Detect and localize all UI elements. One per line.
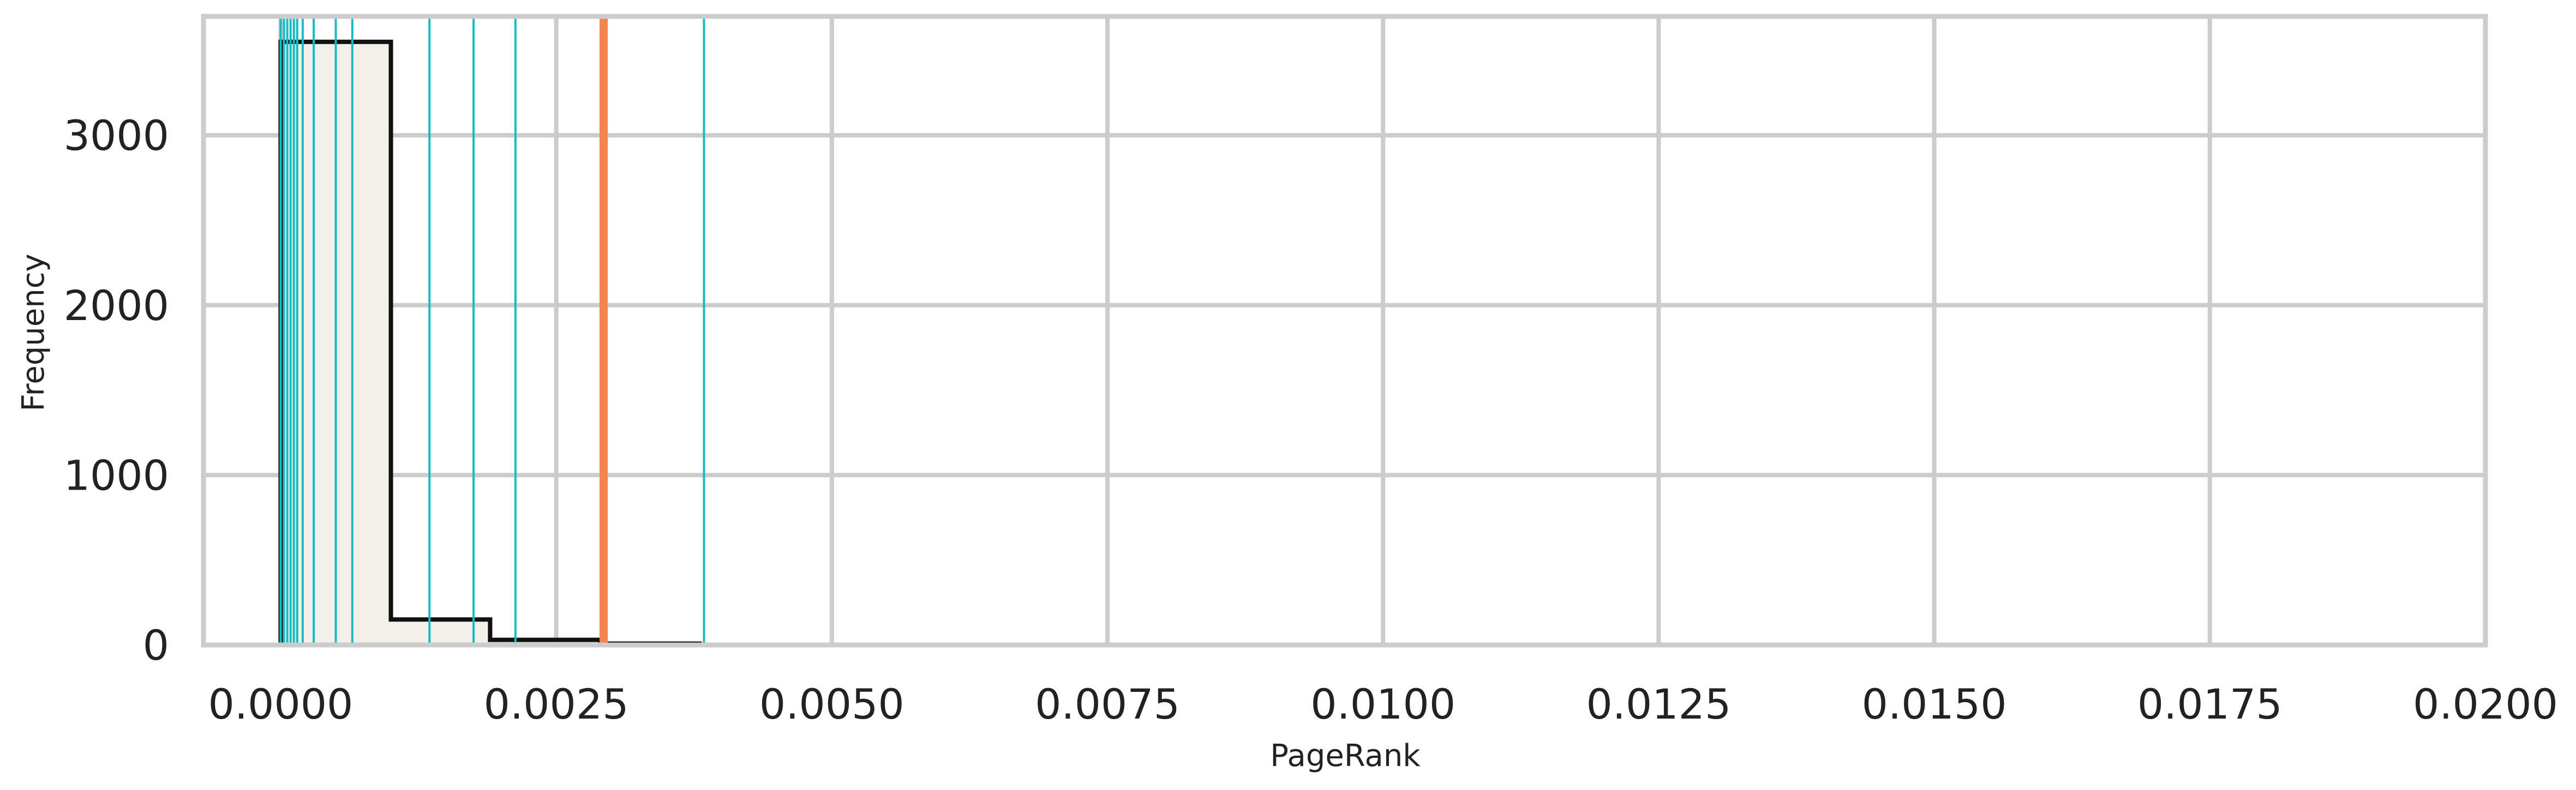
x-tick-label: 0.0025 xyxy=(484,680,629,728)
histogram-bar xyxy=(490,640,601,645)
x-axis-title: PageRank xyxy=(1270,738,1421,774)
x-tick-label: 0.0050 xyxy=(759,680,904,728)
x-tick-label: 0.0100 xyxy=(1310,680,1455,728)
vertical-lines-layer xyxy=(279,16,705,645)
x-tick-label: 0.0200 xyxy=(2413,680,2558,728)
y-tick-labels: 0 1000 2000 3000 xyxy=(64,111,169,670)
y-tick-label: 2000 xyxy=(64,281,169,330)
x-tick-label: 0.0125 xyxy=(1586,680,1731,728)
plot-frame xyxy=(201,14,2488,648)
x-tick-label: 0.0075 xyxy=(1035,680,1180,728)
x-tick-label: 0.0000 xyxy=(208,680,353,728)
x-tick-label: 0.0150 xyxy=(1862,680,2007,728)
y-tick-label: 0 xyxy=(143,621,169,670)
bars-layer xyxy=(278,39,702,646)
histogram-bar xyxy=(391,619,490,645)
y-tick-label: 3000 xyxy=(64,111,169,160)
y-axis-title: Frequency xyxy=(16,254,51,411)
x-tick-labels: 0.0000 0.0025 0.0050 0.0075 0.0100 0.0125 0.01… xyxy=(208,680,2557,728)
x-tick-label: 0.0175 xyxy=(2137,680,2283,728)
frame-layer xyxy=(201,14,2488,648)
y-tick-label: 1000 xyxy=(64,451,169,499)
grid-layer xyxy=(203,16,2488,647)
